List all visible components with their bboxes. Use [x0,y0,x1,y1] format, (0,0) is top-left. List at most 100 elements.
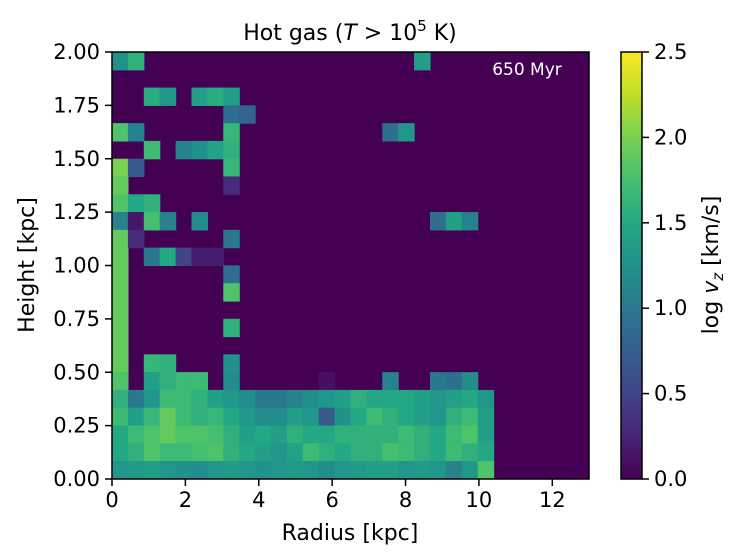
y-tick-label: 1.50 [53,147,100,171]
heatmap-cell [127,425,145,444]
heatmap-cell [270,389,288,409]
heatmap-cell [350,407,367,427]
heatmap-cell [159,212,177,231]
heatmap-cell [112,212,129,231]
x-axis-label: Radius [kpc] [282,521,419,546]
heatmap-cell [382,461,399,480]
heatmap-cell [143,372,161,391]
heatmap-cell [127,443,145,462]
heatmap-cell [286,443,304,462]
heatmap-cell [112,354,129,373]
heatmap-cell [127,123,145,142]
heatmap-cell [429,461,447,480]
x-tick-label: 6 [325,488,338,512]
y-tick-label: 1.75 [53,93,100,117]
heatmap-cell [175,443,193,462]
heatmap-cell [127,461,145,480]
heatmap-cell [127,389,145,409]
heatmap-cell [175,372,193,391]
heatmap-cell [477,407,495,427]
heatmap-cell [414,389,431,409]
heatmap-cell [223,354,240,373]
heatmap-cell [318,425,336,444]
heatmap-cell [382,443,399,462]
heatmap-cell [112,265,129,284]
heatmap-cell [239,443,256,462]
heatmap-cell [382,123,399,142]
heatmap-cell [127,212,145,231]
heatmap-cell [239,389,256,409]
colorbar-label: log vz [km/s] [699,196,727,335]
heatmap-cell [112,336,129,355]
heatmap-cell [191,425,208,444]
x-axis-ticks: 0 2 4 6 8 10 12 [105,479,566,512]
heatmap-cell [159,461,177,480]
heatmap-cell [223,283,240,302]
heatmap-cell [207,443,224,462]
y-tick-label: 0.00 [53,467,100,491]
heatmap-cell [445,461,463,480]
heatmap-cell [302,407,320,427]
heatmap-cell [127,407,145,427]
heatmap-cell [159,443,177,462]
heatmap-cell [175,425,193,444]
heatmap-cell [191,140,208,160]
x-tick-label: 2 [179,488,192,512]
heatmap-cell [112,425,129,444]
heatmap-cell [398,443,415,462]
heatmap-cell [112,318,129,338]
heatmap-cell [207,407,224,427]
heatmap-cell [302,425,320,444]
heatmap-cell [445,212,463,231]
heatmap-cell [143,247,161,267]
heatmap-cell [223,265,240,284]
heatmap-cells [112,52,495,480]
heatmap-cell [207,247,224,267]
x-tick-label: 8 [399,488,412,512]
heatmap-cell [175,140,193,160]
heatmap-cell [223,318,240,338]
heatmap-cell [191,389,208,409]
heatmap-cell [382,407,399,427]
heatmap-cell [286,407,304,427]
heatmap-cell [223,389,240,409]
heatmap-cell [207,87,224,106]
heatmap-cell [270,443,288,462]
heatmap-cell [429,443,447,462]
heatmap-cell [429,389,447,409]
heatmap-cell [318,389,336,409]
heatmap-cell [302,389,320,409]
heatmap-cell [414,425,431,444]
y-tick-label: 1.25 [53,200,100,224]
heatmap-cell [445,443,463,462]
colorbar-ticks: 0.0 0.5 1.0 1.5 2.0 2.5 [642,40,687,491]
heatmap-cell [414,52,431,71]
heatmap-cell [159,389,177,409]
heatmap-cell [350,443,367,462]
heatmap-cell [429,407,447,427]
heatmap-cell [429,212,447,231]
colorbar-tick-label: 1.0 [654,296,687,320]
colorbar-tick-label: 2.0 [654,125,687,149]
heatmap-cell [223,87,240,106]
heatmap-cell [445,389,463,409]
heatmap-cell [414,443,431,462]
heatmap-cell [382,425,399,444]
heatmap-cell [334,425,352,444]
heatmap-cell [286,425,304,444]
y-tick-label: 0.50 [53,360,100,384]
heatmap-cell [143,194,161,213]
heatmap-cell [143,87,161,106]
heatmap-cell [159,247,177,267]
colorbar-tick-label: 0.0 [654,467,687,491]
heatmap-cell [239,105,256,124]
heatmap-cell [207,389,224,409]
x-tick-label: 4 [252,488,265,512]
heatmap-cell [143,140,161,160]
heatmap-cell [159,372,177,391]
heatmap-cell [286,461,304,480]
heatmap-cell [302,461,320,480]
heatmap-cell [191,212,208,231]
heatmap-cell [207,461,224,480]
